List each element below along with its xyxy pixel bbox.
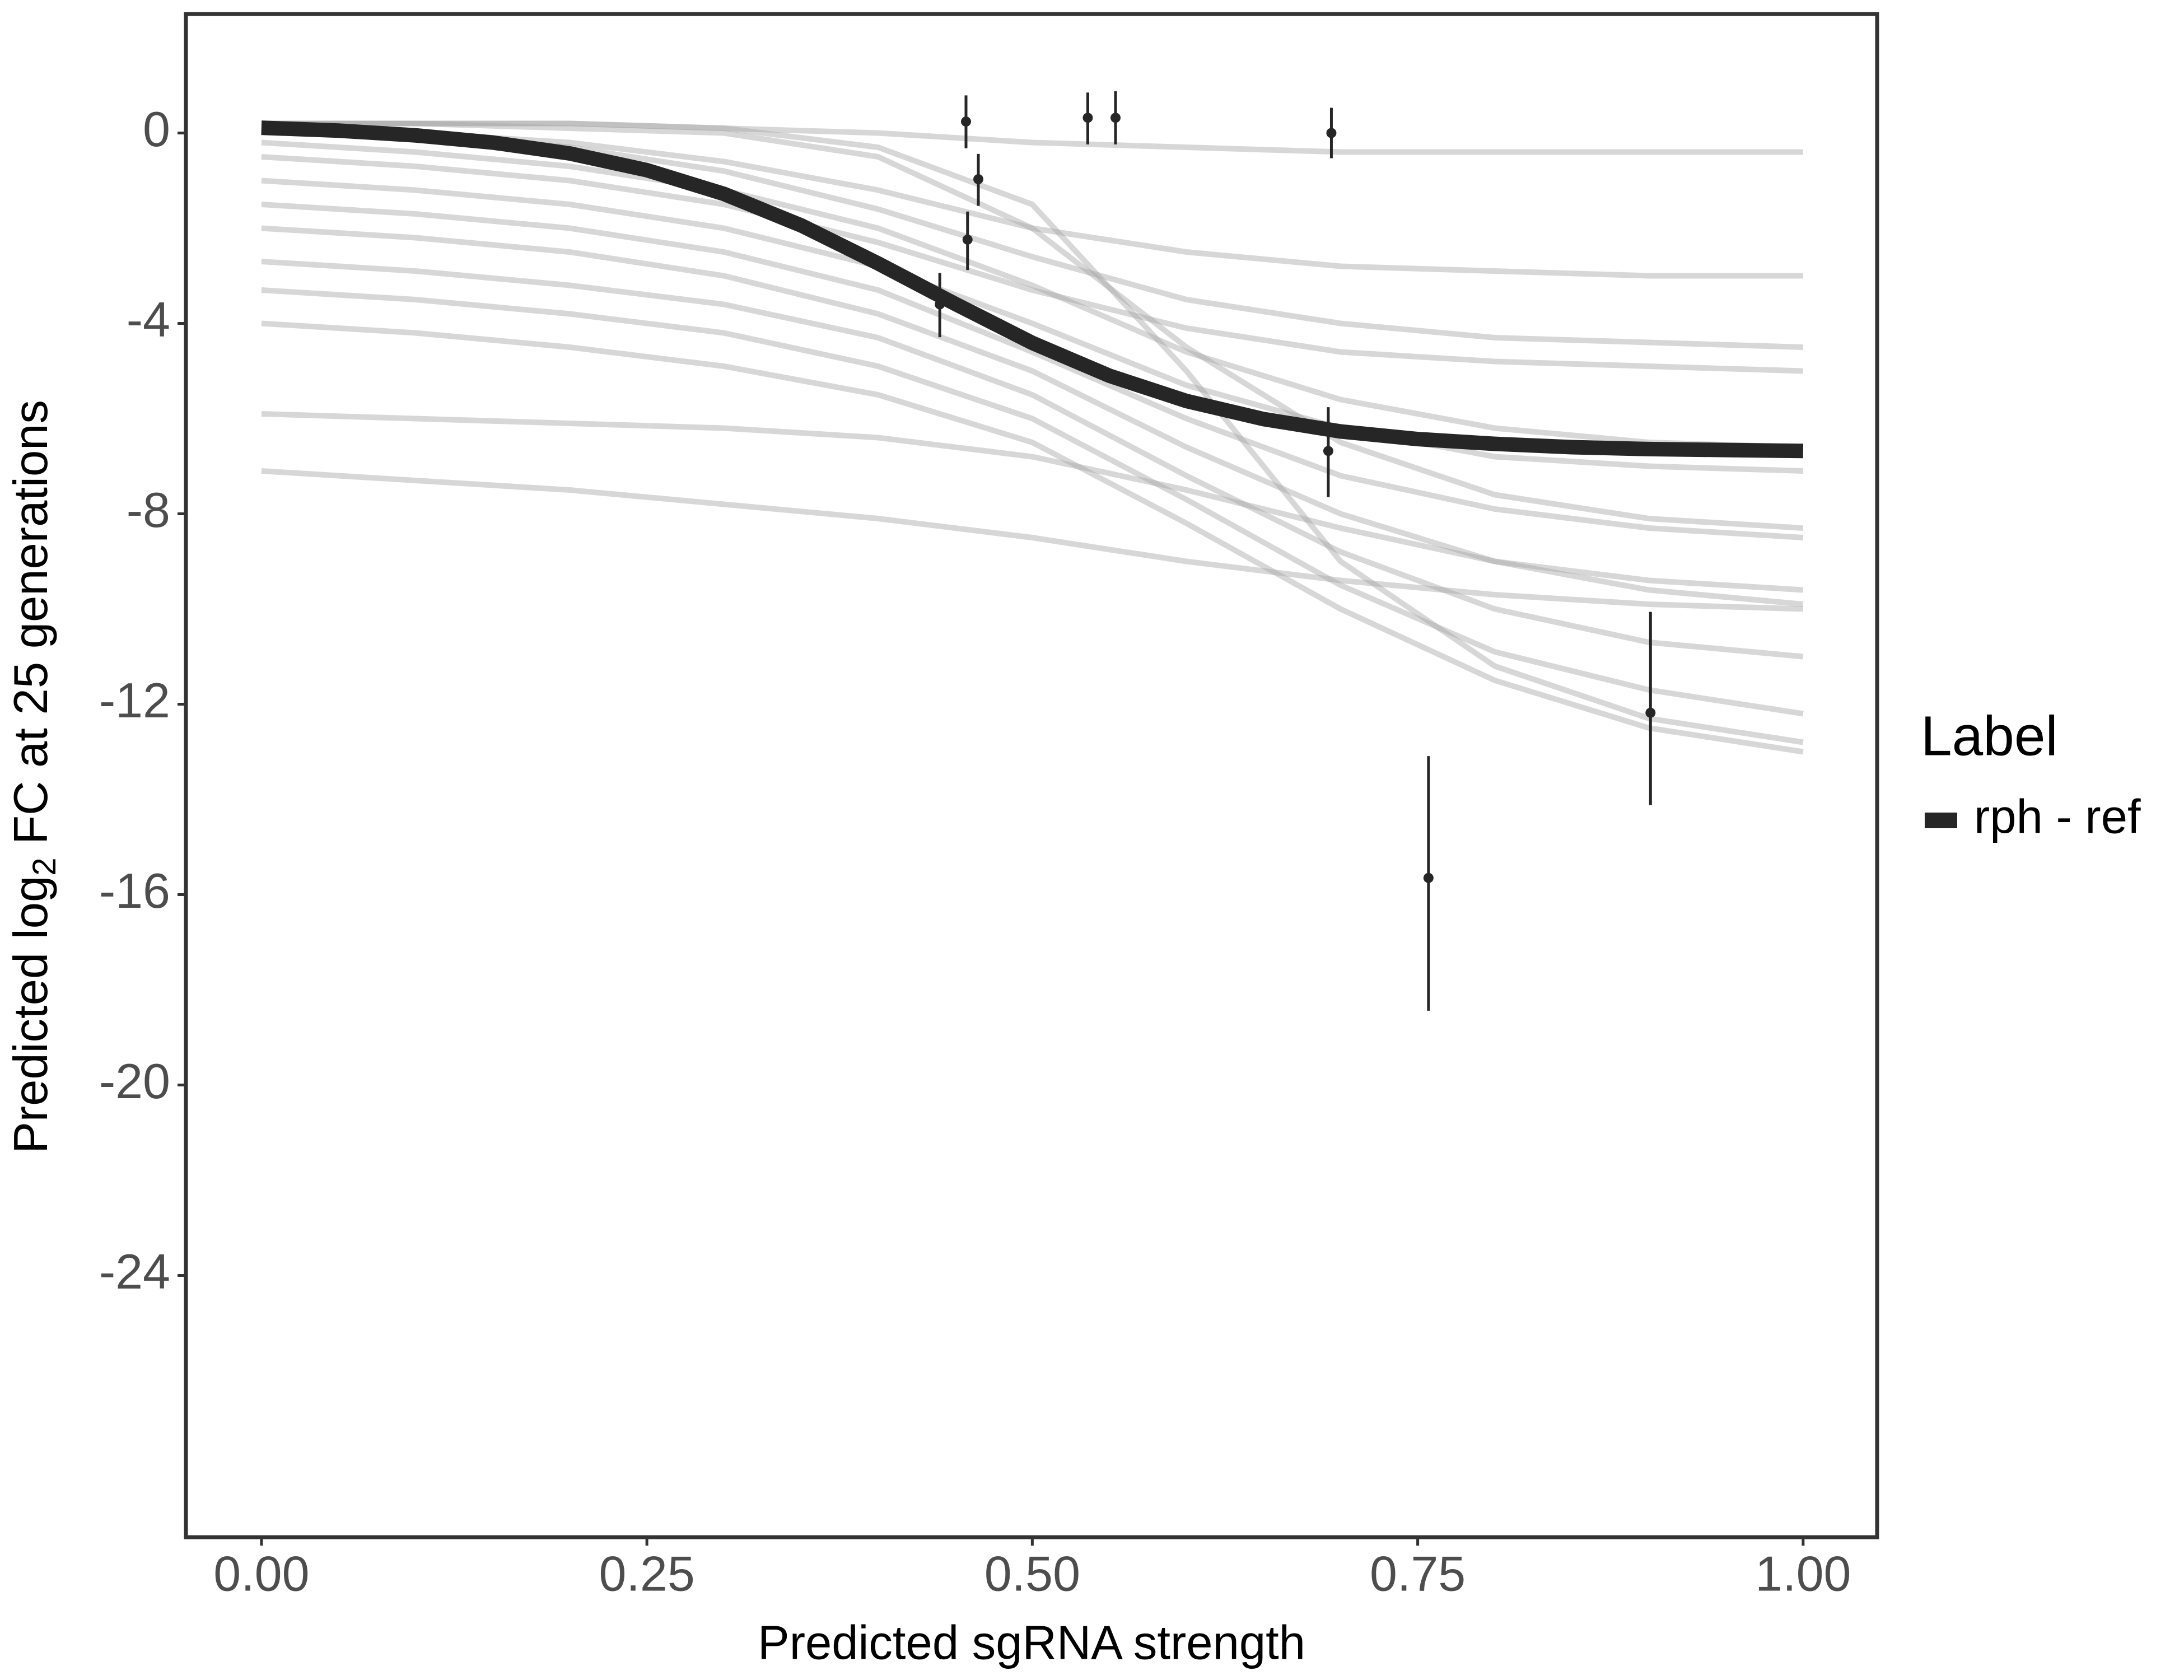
y-axis-title-sub: 2 — [26, 858, 63, 876]
draw-line — [261, 120, 1803, 155]
draw-line — [261, 120, 1804, 745]
draw-line — [261, 287, 1804, 717]
point — [1082, 113, 1093, 123]
y-tick-label: 0 — [143, 101, 170, 157]
draw-line — [261, 259, 1804, 660]
draw-line — [261, 178, 1804, 474]
draw-line — [261, 139, 1804, 450]
point — [1423, 872, 1434, 883]
x-tick-label: 0.50 — [984, 1546, 1080, 1601]
point — [1323, 446, 1333, 456]
point — [1645, 707, 1656, 718]
y-axis-title-part: FC at 25 generations — [4, 400, 58, 857]
y-tick-label: -24 — [99, 1244, 170, 1299]
fit-line — [261, 120, 1804, 459]
x-axis-title: Predicted sgRNA strength — [758, 1616, 1305, 1669]
x-tick-label: 1.00 — [1755, 1546, 1851, 1601]
panel-border — [184, 12, 1879, 1539]
draw-line — [261, 411, 1804, 593]
legend-key — [1925, 813, 1957, 828]
y-axis-title: Predicted log2 FC at 25 generations — [4, 400, 63, 1154]
draw-line — [261, 468, 1804, 612]
point — [935, 299, 945, 310]
y-tick-label: -12 — [99, 673, 170, 728]
point — [973, 174, 984, 184]
point — [1326, 128, 1337, 138]
y-tick-label: -20 — [99, 1053, 170, 1109]
legend-label: rph - ref — [1974, 790, 2141, 843]
draw-line — [261, 225, 1804, 607]
y-tick-label: -4 — [127, 292, 170, 347]
point — [962, 234, 973, 245]
y-tick-label: -16 — [99, 863, 170, 918]
draw-line — [261, 320, 1804, 755]
draw-line — [261, 120, 1804, 531]
x-tick-label: 0.75 — [1370, 1546, 1466, 1601]
plot-area — [261, 91, 1804, 1011]
point — [1110, 113, 1121, 123]
draw-line — [261, 154, 1804, 374]
draw-line — [261, 202, 1804, 540]
legend-title: Label — [1921, 704, 2058, 767]
y-tick-label: -8 — [127, 482, 170, 538]
y-axis-title-part: Predicted log — [4, 876, 58, 1154]
x-tick-label: 0.25 — [599, 1546, 694, 1601]
point — [960, 116, 971, 127]
x-tick-label: 0.00 — [213, 1546, 309, 1601]
